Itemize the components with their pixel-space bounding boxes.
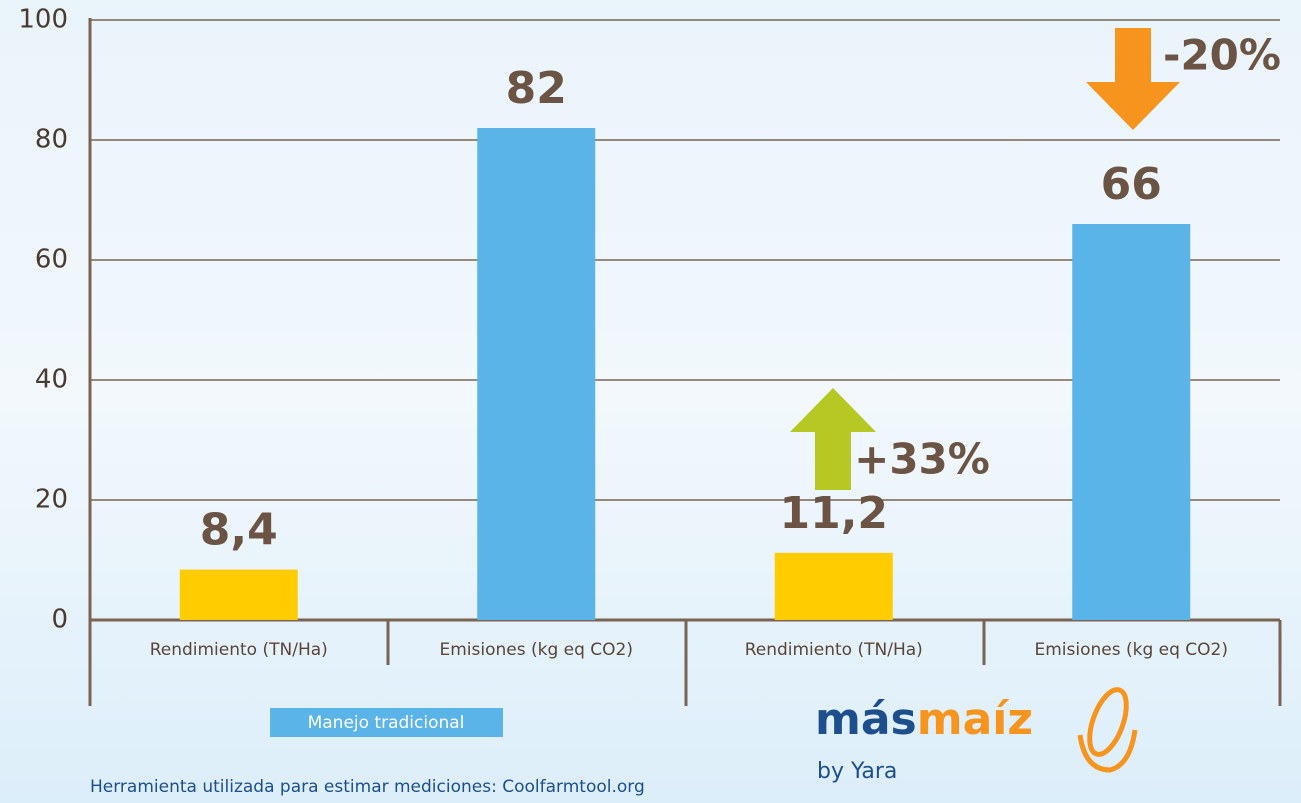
down-arrow xyxy=(1086,28,1180,130)
annotation: -20% xyxy=(1163,31,1281,80)
value-label: 66 xyxy=(1101,159,1162,210)
bar xyxy=(477,128,596,620)
footnote: Herramienta utilizada para estimar medic… xyxy=(90,777,645,797)
bar xyxy=(1072,224,1191,620)
logo-part: maíz xyxy=(917,694,1033,745)
value-label: 11,2 xyxy=(779,488,888,539)
y-tick-label: 80 xyxy=(35,125,68,155)
bar xyxy=(179,569,298,620)
logo-part: más xyxy=(815,694,917,745)
corn-icon xyxy=(1077,687,1138,773)
x-tick-label: Rendimiento (TN/Ha) xyxy=(150,640,328,660)
y-tick-label: 60 xyxy=(35,245,68,275)
value-label: 82 xyxy=(506,63,567,114)
annotation: +33% xyxy=(854,435,990,484)
group-label: Manejo tradicional xyxy=(308,713,465,733)
group-box xyxy=(270,708,503,737)
logo: másmaíz xyxy=(815,694,1033,745)
axes xyxy=(88,18,1282,706)
x-tick-label: Rendimiento (TN/Ha) xyxy=(745,640,923,660)
y-tick-label: 0 xyxy=(51,605,68,635)
y-tick-label: 20 xyxy=(35,485,68,515)
x-tick-label: Emisiones (kg eq CO2) xyxy=(1034,640,1228,660)
x-tick-label: Emisiones (kg eq CO2) xyxy=(439,640,633,660)
y-tick-label: 100 xyxy=(18,5,68,35)
value-label: 8,4 xyxy=(200,505,278,556)
y-tick-label: 40 xyxy=(35,365,68,395)
logo-subtitle: by Yara xyxy=(817,759,897,784)
bar xyxy=(774,552,893,620)
up-arrow xyxy=(790,388,876,490)
